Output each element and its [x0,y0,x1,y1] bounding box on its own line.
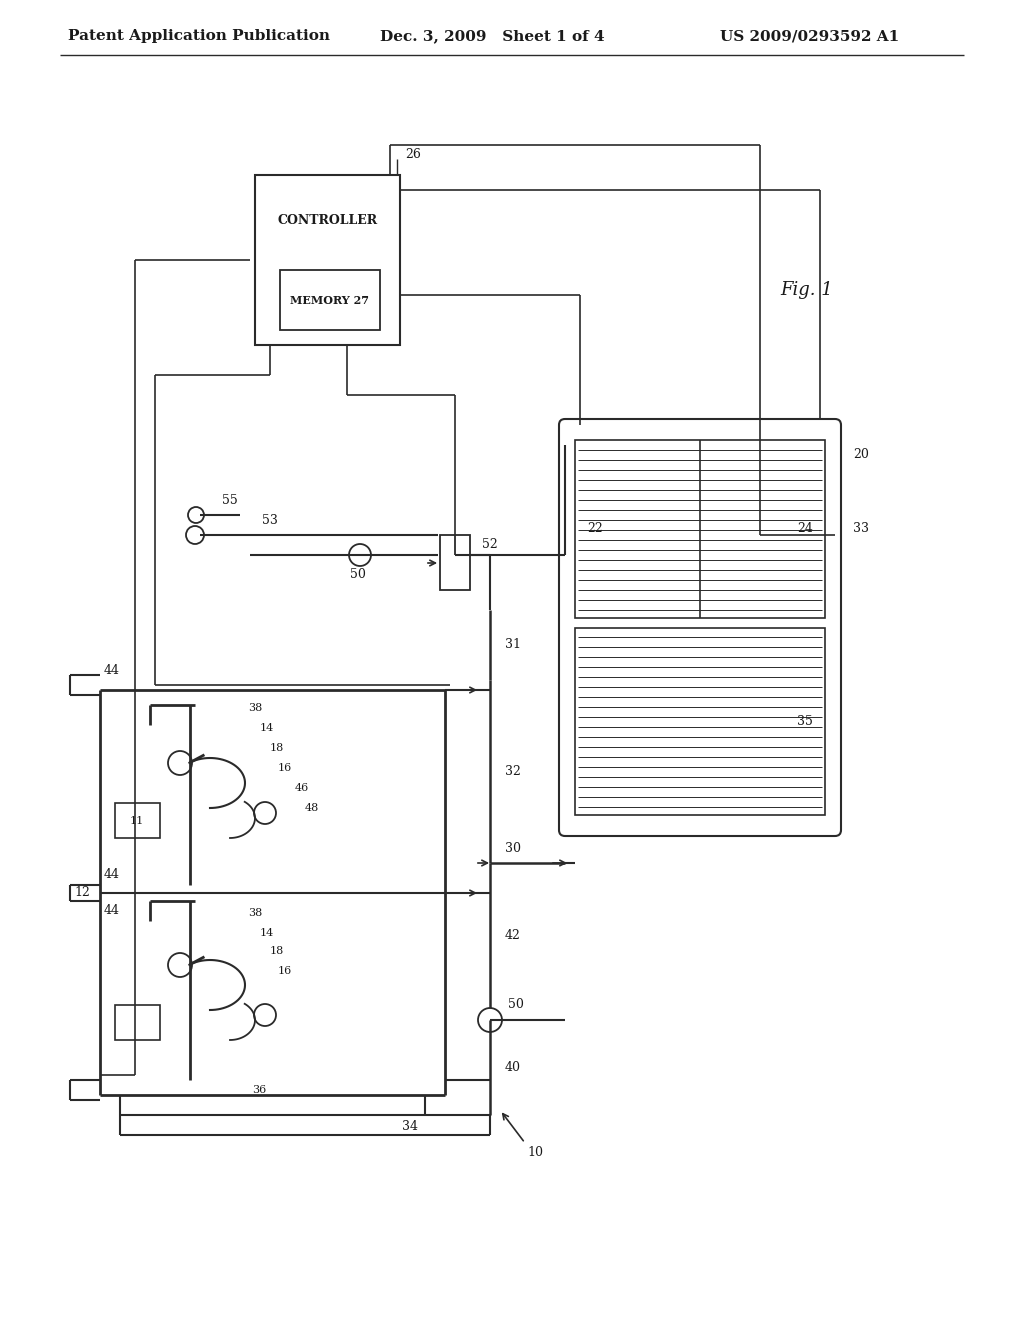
Text: 40: 40 [505,1061,521,1074]
Text: 24: 24 [797,523,813,536]
Circle shape [188,507,204,523]
Circle shape [254,1005,276,1026]
Text: 46: 46 [295,783,309,793]
Text: 12: 12 [74,887,90,899]
Text: 36: 36 [252,1085,266,1096]
Circle shape [254,803,276,824]
Text: 22: 22 [587,523,603,536]
Text: 20: 20 [853,449,869,462]
Bar [255,176,400,345]
Circle shape [478,1008,502,1032]
FancyBboxPatch shape [559,418,841,836]
Text: 38: 38 [248,704,262,713]
Text: 14: 14 [260,928,274,939]
Bar [440,535,470,590]
Text: 44: 44 [104,664,120,676]
Text: 44: 44 [104,869,120,882]
Bar [575,440,825,618]
Text: 32: 32 [505,766,521,777]
Text: 55: 55 [222,494,238,507]
Circle shape [168,751,193,775]
Text: 16: 16 [278,966,292,975]
Text: 38: 38 [248,908,262,917]
Text: 42: 42 [505,929,521,942]
Text: CONTROLLER: CONTROLLER [278,214,378,227]
Text: 35: 35 [797,715,813,729]
Text: 10: 10 [527,1147,543,1159]
Text: 53: 53 [262,513,278,527]
Text: 30: 30 [505,842,521,854]
Text: US 2009/0293592 A1: US 2009/0293592 A1 [720,29,899,44]
Circle shape [168,953,193,977]
Text: 16: 16 [278,763,292,774]
Text: 31: 31 [505,639,521,652]
Text: Patent Application Publication: Patent Application Publication [68,29,330,44]
Circle shape [349,544,371,566]
Text: Fig. 1: Fig. 1 [780,281,833,300]
Text: MEMORY 27: MEMORY 27 [291,294,370,305]
Bar [575,628,825,814]
Text: 44: 44 [104,904,120,917]
Text: 34: 34 [402,1121,418,1134]
Bar [115,803,160,838]
Text: 33: 33 [853,523,869,536]
Text: 52: 52 [482,539,498,552]
Circle shape [186,525,204,544]
Bar [280,271,380,330]
Text: 48: 48 [305,803,319,813]
Text: Dec. 3, 2009   Sheet 1 of 4: Dec. 3, 2009 Sheet 1 of 4 [380,29,604,44]
Text: 50: 50 [350,569,366,582]
Text: 50: 50 [508,998,524,1011]
Text: 11: 11 [130,816,144,826]
Text: 18: 18 [270,743,285,752]
Text: 26: 26 [406,149,421,161]
Text: 14: 14 [260,723,274,733]
Bar [115,1005,160,1040]
Text: 18: 18 [270,946,285,956]
